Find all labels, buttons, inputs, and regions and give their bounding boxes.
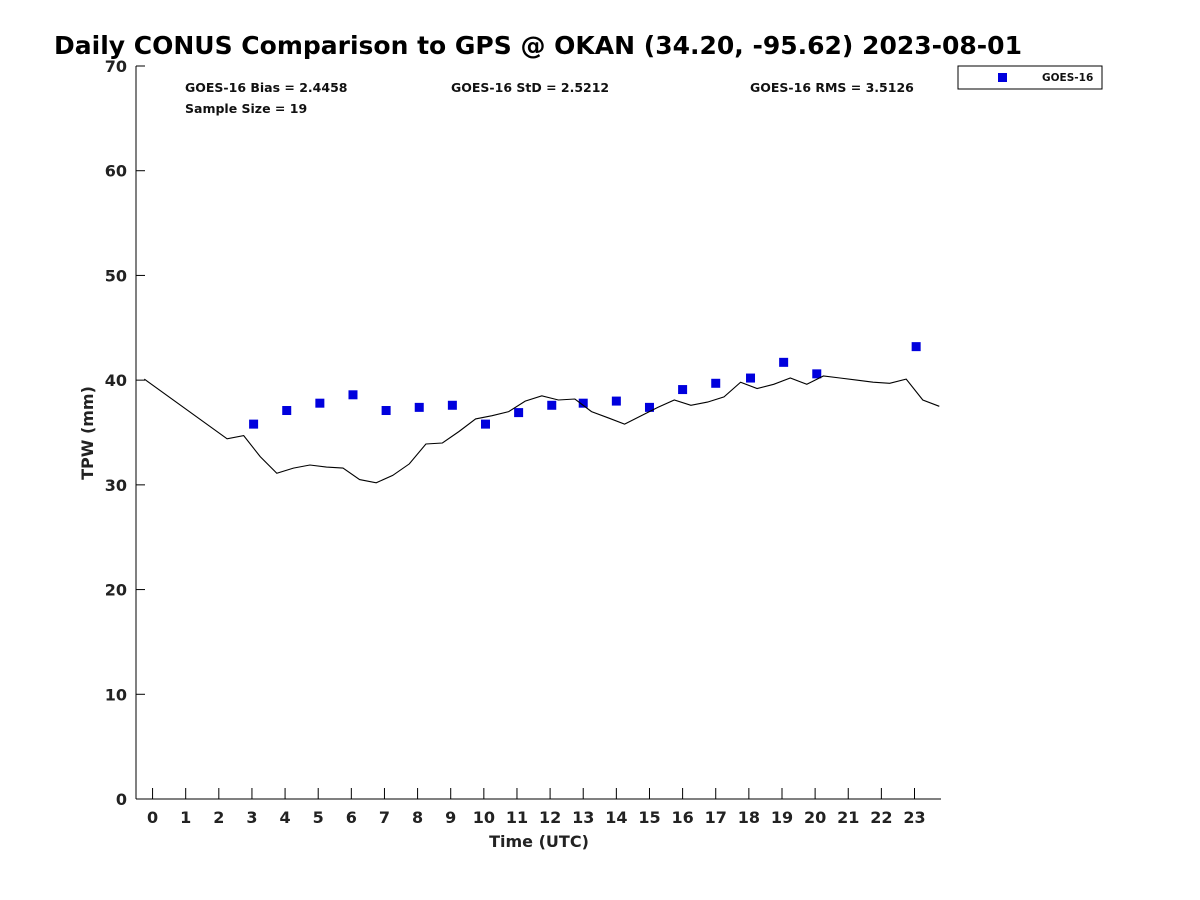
y-tick-label: 40 bbox=[105, 371, 127, 390]
legend-box bbox=[957, 65, 1103, 90]
legend-marker bbox=[998, 73, 1007, 82]
axes bbox=[135, 66, 941, 800]
x-tick-label: 22 bbox=[870, 808, 892, 827]
x-tick-label: 23 bbox=[903, 808, 925, 827]
y-tick-label: 30 bbox=[105, 476, 127, 495]
stat-sample-size: Sample Size = 19 bbox=[185, 101, 307, 116]
y-ticks: 0 10 20 30 40 50 60 70 bbox=[105, 57, 145, 809]
chart-title: Daily CONUS Comparison to GPS @ OKAN (34… bbox=[54, 31, 1022, 60]
goes16-point bbox=[249, 419, 259, 429]
goes16-point bbox=[480, 419, 490, 429]
x-tick-label: 17 bbox=[705, 808, 727, 827]
y-tick-label: 0 bbox=[116, 790, 127, 809]
x-tick-label: 20 bbox=[804, 808, 826, 827]
gps-reference-line bbox=[143, 375, 940, 484]
x-tick-label: 0 bbox=[147, 808, 158, 827]
goes16-point bbox=[779, 357, 789, 367]
stat-bias: GOES-16 Bias = 2.4458 bbox=[185, 80, 347, 95]
x-tick-label: 14 bbox=[605, 808, 627, 827]
x-tick-label: 5 bbox=[313, 808, 324, 827]
goes16-point bbox=[282, 406, 292, 416]
x-tick-label: 4 bbox=[280, 808, 291, 827]
x-tick-label: 10 bbox=[473, 808, 495, 827]
x-tick-label: 2 bbox=[213, 808, 224, 827]
legend: GOES-16 bbox=[957, 65, 1103, 90]
x-tick-label: 11 bbox=[506, 808, 528, 827]
y-tick-label: 70 bbox=[105, 57, 127, 76]
x-tick-label: 21 bbox=[837, 808, 859, 827]
goes16-point bbox=[514, 408, 524, 418]
x-tick-label: 1 bbox=[180, 808, 191, 827]
stat-std: GOES-16 StD = 2.5212 bbox=[451, 80, 609, 95]
x-tick-label: 13 bbox=[572, 808, 594, 827]
x-ticks: 0 1 2 3 4 5 6 7 8 9 10 11 12 13 14 15 16 17 18 19 20 21 22 23 bbox=[147, 788, 926, 827]
goes16-point bbox=[746, 373, 756, 383]
x-tick-label: 7 bbox=[379, 808, 390, 827]
goes16-point bbox=[611, 396, 621, 406]
goes16-point bbox=[911, 342, 921, 352]
x-tick-label: 16 bbox=[671, 808, 693, 827]
y-tick-label: 50 bbox=[105, 266, 127, 285]
x-axis-label: Time (UTC) bbox=[489, 832, 589, 851]
y-tick-label: 60 bbox=[105, 162, 127, 181]
x-tick-label: 12 bbox=[539, 808, 561, 827]
goes16-point bbox=[348, 390, 358, 400]
x-tick-label: 19 bbox=[771, 808, 793, 827]
goes16-point bbox=[578, 398, 588, 408]
goes16-point bbox=[812, 369, 822, 379]
goes16-point bbox=[447, 400, 457, 410]
y-axis-label: TPW (mm) bbox=[78, 386, 97, 480]
x-tick-label: 9 bbox=[445, 808, 456, 827]
x-tick-label: 15 bbox=[638, 808, 660, 827]
y-tick-label: 10 bbox=[105, 685, 127, 704]
stat-rms: GOES-16 RMS = 3.5126 bbox=[750, 80, 914, 95]
goes16-point bbox=[711, 378, 721, 388]
goes16-point bbox=[678, 385, 688, 395]
goes16-point bbox=[547, 400, 557, 410]
y-tick-label: 20 bbox=[105, 581, 127, 600]
x-tick-label: 8 bbox=[412, 808, 423, 827]
goes16-point bbox=[414, 402, 424, 412]
x-tick-label: 3 bbox=[246, 808, 257, 827]
goes16-point bbox=[315, 398, 325, 408]
goes16-point bbox=[381, 406, 391, 416]
goes16-point bbox=[644, 402, 654, 412]
x-tick-label: 6 bbox=[346, 808, 357, 827]
legend-label: GOES-16 bbox=[1042, 72, 1093, 84]
x-tick-label: 18 bbox=[738, 808, 760, 827]
series-layer bbox=[143, 342, 940, 484]
